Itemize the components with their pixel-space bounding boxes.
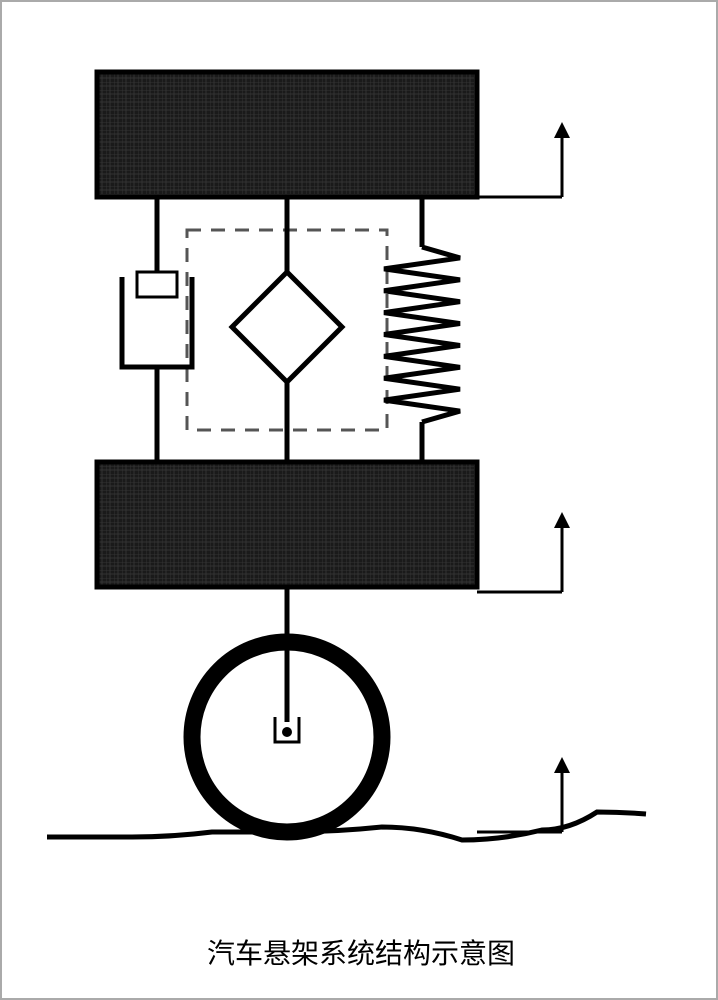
page: 汽车悬架系统结构示意图 [0, 0, 718, 1000]
actuator-diamond [232, 272, 342, 382]
damper-piston [137, 272, 177, 297]
wheel-hub-dot [282, 727, 292, 737]
sprung-mass [97, 72, 477, 197]
arrow-head-sprung_mass_disp [554, 122, 570, 138]
suspension-diagram [2, 2, 718, 902]
diagram-caption: 汽车悬架系统结构示意图 [2, 932, 718, 972]
spring-coil [384, 247, 460, 422]
unsprung-mass [97, 462, 477, 587]
arrow-head-road_input [554, 757, 570, 773]
arrow-head-unsprung_mass_disp [554, 512, 570, 528]
